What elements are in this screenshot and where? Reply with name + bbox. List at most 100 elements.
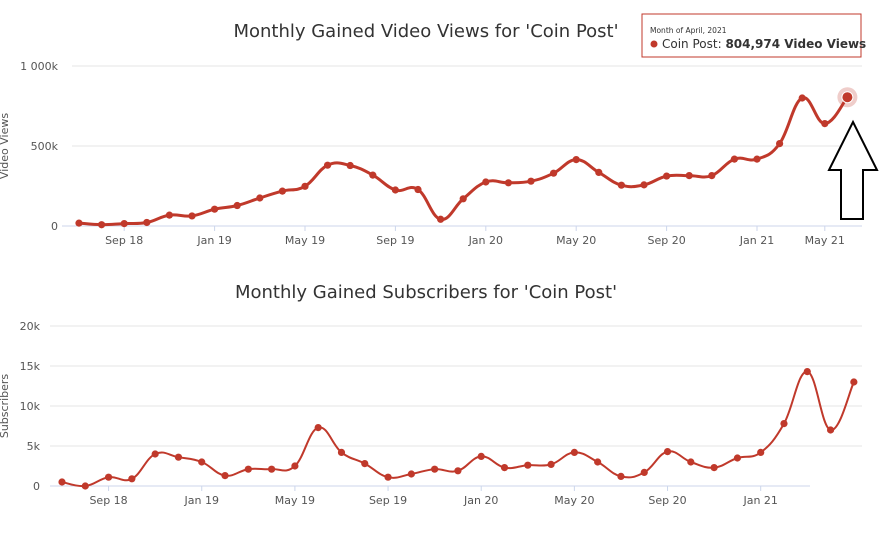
views-data-point[interactable] (753, 155, 761, 163)
views-data-point[interactable] (369, 171, 377, 179)
views-data-point[interactable] (120, 220, 128, 228)
views-data-point[interactable] (708, 172, 716, 180)
tooltip-value: 804,974 Video Views (725, 37, 866, 51)
subscribers-data-point[interactable] (128, 475, 136, 483)
views-data-point[interactable] (233, 201, 241, 210)
views-data-point[interactable] (98, 221, 106, 229)
views-y-axis-label: Video Views (0, 113, 11, 179)
views-data-point[interactable] (459, 195, 467, 203)
views-data-point[interactable] (256, 194, 264, 202)
subscribers-data-point[interactable] (361, 460, 369, 468)
views-x-tick-label: Jan 21 (739, 234, 774, 247)
subscribers-data-point[interactable] (640, 468, 648, 476)
views-data-point[interactable] (572, 156, 580, 164)
views-chart: Monthly Gained Video Views for 'Coin Pos… (0, 13, 866, 247)
tooltip-series-label: Coin Post: (662, 37, 722, 51)
subscribers-data-point[interactable] (826, 426, 835, 434)
subscribers-y-tick-label: 15k (20, 360, 41, 373)
up-arrow-icon (827, 119, 879, 220)
subscribers-data-point[interactable] (803, 368, 811, 376)
subscribers-data-point[interactable] (174, 453, 183, 461)
subscribers-data-point[interactable] (594, 458, 602, 466)
views-x-tick-label: Sep 18 (105, 234, 143, 247)
views-x-tick-label: Jan 20 (468, 234, 503, 247)
subscribers-x-tick-label: Jan 20 (463, 494, 498, 507)
subscribers-y-ticks: 0 5k 10k 15k 20k (20, 320, 41, 493)
subscribers-data-point[interactable] (733, 454, 742, 462)
subscribers-data-point[interactable] (757, 448, 765, 456)
views-data-point[interactable] (324, 161, 332, 169)
views-data-point[interactable] (798, 94, 806, 102)
subscribers-series-points (58, 368, 858, 490)
views-data-point[interactable] (143, 218, 151, 227)
views-data-point[interactable] (165, 211, 173, 219)
views-data-point[interactable] (595, 168, 603, 176)
tooltip-box (641, 13, 862, 58)
subscribers-data-point[interactable] (244, 465, 252, 473)
tooltip-series-dot (650, 40, 658, 48)
views-data-point[interactable] (504, 179, 512, 187)
subscribers-data-point[interactable] (500, 464, 509, 472)
views-data-point[interactable] (188, 212, 196, 220)
subscribers-data-point[interactable] (687, 458, 695, 466)
views-data-point[interactable] (414, 185, 422, 194)
subscribers-data-point[interactable] (268, 465, 276, 473)
subscribers-data-point[interactable] (58, 478, 66, 486)
subscribers-data-point[interactable] (454, 467, 462, 475)
subscribers-data-point[interactable] (198, 458, 206, 466)
views-data-point[interactable] (482, 178, 490, 186)
views-y-tick-label: 500k (31, 140, 59, 153)
views-data-point[interactable] (663, 172, 671, 180)
subscribers-data-point[interactable] (407, 470, 415, 478)
subscribers-data-point[interactable] (547, 460, 555, 468)
views-data-point[interactable] (550, 169, 558, 177)
views-data-point[interactable] (821, 120, 829, 128)
subscribers-data-point[interactable] (617, 472, 625, 480)
views-data-point[interactable] (391, 186, 399, 194)
views-data-point[interactable] (685, 172, 693, 180)
views-x-tick-label: May 20 (556, 234, 596, 247)
subscribers-x-tick-label: Jan 21 (742, 494, 777, 507)
subscribers-data-point[interactable] (524, 461, 532, 469)
subscribers-data-point[interactable] (337, 448, 346, 456)
views-data-point[interactable] (640, 181, 648, 189)
subscribers-data-point[interactable] (314, 424, 322, 432)
views-x-tick-label: Sep 19 (376, 234, 414, 247)
subscribers-x-tick-label: May 19 (275, 494, 315, 507)
subscribers-x-tick-label: Sep 18 (89, 494, 127, 507)
subscribers-y-tick-label: 0 (33, 480, 40, 493)
views-x-ticks: Sep 18 Jan 19 May 19 Sep 19 Jan 20 May 20 Sep … (105, 226, 845, 247)
subscribers-chart-title: Monthly Gained Subscribers for 'Coin Pos… (235, 282, 617, 303)
views-data-point[interactable] (346, 161, 354, 170)
subscribers-data-point[interactable] (663, 448, 672, 456)
views-data-point[interactable] (527, 177, 535, 185)
views-data-point[interactable] (278, 187, 286, 195)
subscribers-data-point[interactable] (291, 462, 299, 470)
subscribers-data-point[interactable] (221, 472, 229, 480)
views-tooltip: Month of April, 2021 Coin Post: 804,974 … (641, 13, 866, 58)
views-data-point[interactable] (776, 140, 784, 148)
views-highlight-point[interactable] (841, 91, 854, 104)
subscribers-data-point[interactable] (850, 378, 858, 386)
views-data-point[interactable] (301, 182, 309, 190)
tooltip-header: Month of April, 2021 (650, 26, 727, 35)
views-x-tick-label: May 19 (285, 234, 325, 247)
subscribers-data-point[interactable] (151, 450, 159, 458)
subscribers-data-point[interactable] (477, 452, 485, 460)
subscribers-data-point[interactable] (384, 473, 392, 481)
views-data-point[interactable] (730, 155, 739, 163)
subscribers-data-point[interactable] (104, 473, 113, 481)
views-data-point[interactable] (75, 219, 83, 227)
views-x-tick-label: Jan 19 (196, 234, 231, 247)
views-gridlines (72, 65, 862, 147)
views-data-point[interactable] (617, 181, 626, 189)
subscribers-y-tick-label: 5k (27, 440, 41, 453)
subscribers-data-point[interactable] (710, 464, 718, 472)
subscribers-data-point[interactable] (81, 482, 89, 490)
subscribers-data-point[interactable] (780, 420, 788, 428)
subscribers-data-point[interactable] (431, 465, 439, 473)
subscribers-data-point[interactable] (570, 448, 578, 456)
views-data-point[interactable] (211, 205, 219, 213)
views-data-point[interactable] (437, 215, 445, 223)
